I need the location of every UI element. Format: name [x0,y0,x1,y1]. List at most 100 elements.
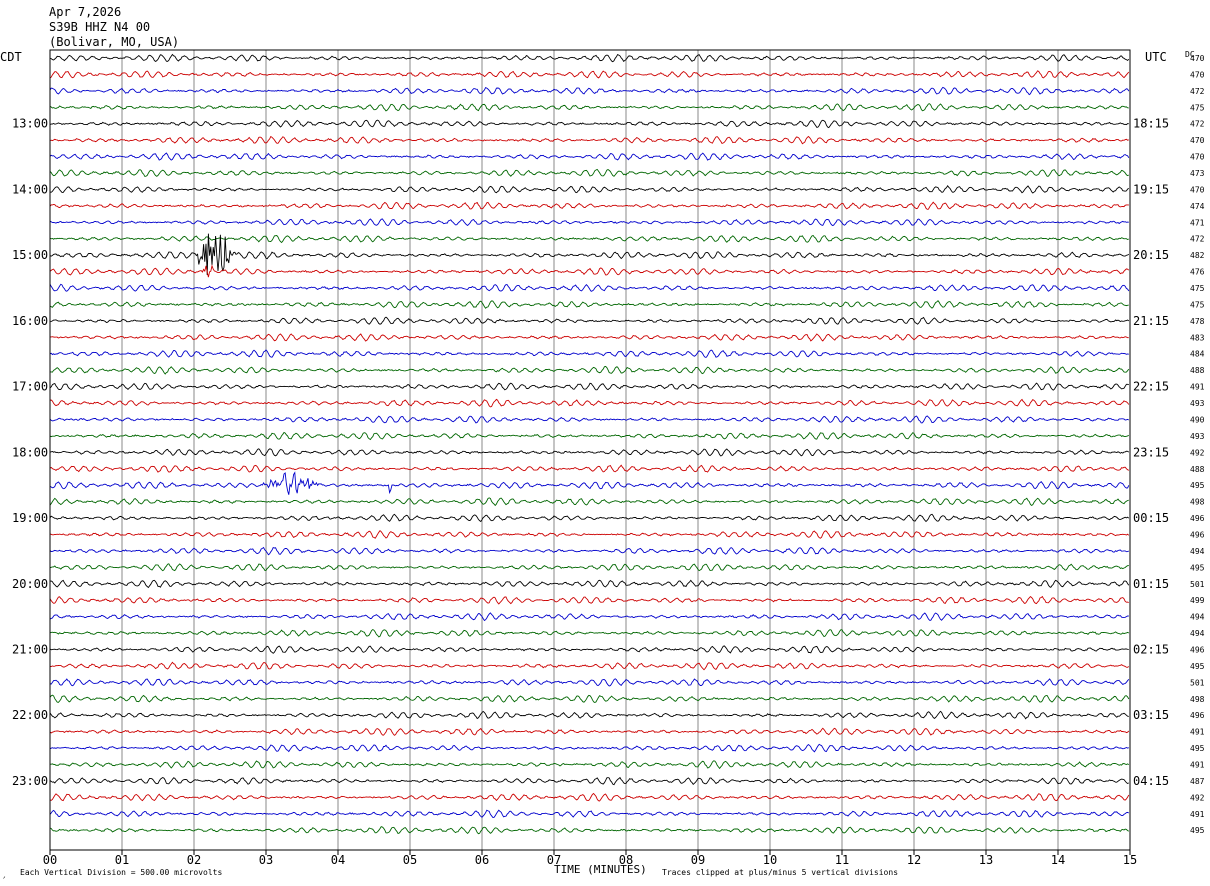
left-time-label: 21:00 [12,642,48,656]
trace-line [49,612,1129,622]
dc-offset-labels: 470 470 472 475 472 470 470 473 470 474 471 472 482 4… [1190,54,1205,835]
dc-offset-label: 472 [1190,120,1205,129]
dc-offset-label: 475 [1190,103,1205,112]
trace-line [49,70,1130,79]
left-time-label: 23:00 [12,774,48,788]
trace-line [49,678,1130,687]
trace-line [49,168,1130,177]
trace-line [49,333,1129,342]
dc-offset-label: 494 [1190,613,1205,622]
trace-line [49,316,1130,325]
dc-offset-label: 475 [1190,284,1205,293]
plot-frame [49,49,1131,851]
dc-offset-label: 498 [1190,695,1205,704]
dc-offset-label: 471 [1190,218,1205,227]
dc-offset-label: 484 [1190,350,1205,359]
dc-label: DC [1185,50,1195,59]
corner-mark: ◞ [2,872,6,880]
right-time-label: 19:15 [1133,182,1169,196]
dc-offset-label: 482 [1190,251,1205,260]
dc-offset-label: 496 [1190,711,1205,720]
trace-line [49,382,1129,391]
trace-line [49,218,1129,226]
dc-offset-label: 492 [1190,793,1205,802]
trace-line [50,760,1130,770]
trace-line [49,661,1130,671]
dc-offset-label: 475 [1190,300,1205,309]
trace-line [49,53,1130,63]
dc-offset-label: 492 [1190,448,1205,457]
right-time-label: 20:15 [1133,248,1169,262]
x-tick-label: 04 [331,853,345,867]
x-tick-label: 11 [835,853,849,867]
trace-line [49,135,1129,145]
dc-offset-label: 490 [1190,415,1205,424]
trace-line [49,513,1130,523]
dc-offset-label: 488 [1190,366,1205,375]
scale-note: Each Vertical Division = 500.00 microvol… [20,868,222,877]
dc-offset-label: 470 [1190,185,1205,194]
left-time-label: 16:00 [12,314,48,328]
dc-offset-label: 501 [1190,580,1205,589]
trace-line [49,398,1130,408]
right-time-label: 00:15 [1133,511,1169,525]
header-date: Apr 7,2026 [49,5,121,19]
left-time-label: 19:00 [12,511,48,525]
trace-line [49,645,1129,654]
trace-line [49,727,1130,736]
trace-line [49,710,1129,720]
x-tick-label: 06 [475,853,489,867]
dc-offset-label: 470 [1190,153,1205,162]
right-time-label: 04:15 [1133,774,1169,788]
dc-offset-label: 491 [1190,728,1205,737]
x-tick-label: 02 [187,853,201,867]
trace-line [49,152,1130,161]
right-timezone: UTC [1145,50,1167,64]
right-time-label: 22:15 [1133,380,1169,394]
x-tick-label: 12 [907,853,921,867]
trace-line [49,86,1130,96]
dc-offset-label: 498 [1190,498,1205,507]
dc-offset-label: 496 [1190,530,1205,539]
x-tick-label: 08 [619,853,633,867]
trace-line [49,628,1129,638]
trace-line [49,283,1130,292]
trace-line [49,233,1130,276]
left-time-label: 18:00 [12,445,48,459]
grid-lines [49,50,1131,850]
dc-offset-label: 472 [1190,235,1205,244]
dc-offset-label: 491 [1190,760,1205,769]
dc-offset-label: 493 [1190,399,1205,408]
trace-line [49,103,1129,112]
dc-offset-label: 483 [1190,333,1205,342]
trace-line [49,809,1130,818]
dc-offset-label: 495 [1190,563,1205,572]
left-time-labels: 13:00 14:00 15:00 16:00 17:00 18:00 19:00 20:00… [12,117,48,788]
dc-offset-label: 501 [1190,678,1205,687]
x-axis-label: TIME (MINUTES) [554,863,647,876]
plot-border [49,49,1131,851]
trace-line [49,415,1130,424]
x-tick-label: 01 [115,853,129,867]
trace-line [49,497,1129,507]
clip-note: Traces clipped at plus/minus 5 vertical … [662,868,898,877]
dc-offset-label: 478 [1190,317,1205,326]
dc-offset-label: 491 [1190,810,1205,819]
trace-line [49,546,1129,556]
dc-offset-label: 488 [1190,465,1205,474]
x-tick-label: 15 [1123,853,1137,867]
dc-offset-label: 495 [1190,481,1205,490]
dc-offset-label: 495 [1190,662,1205,671]
left-timezone: CDT [0,50,22,64]
header-station: S39B HHZ N4 00 [49,20,150,34]
x-tick-label: 03 [259,853,273,867]
trace-line [49,743,1129,753]
dc-offset-label: 495 [1190,744,1205,753]
dc-offset-label: 494 [1190,629,1205,638]
trace-line [49,563,1129,572]
dc-offset-label: 470 [1190,136,1205,145]
trace-line [49,234,1129,244]
right-time-label: 21:15 [1133,314,1169,328]
left-time-label: 15:00 [12,248,48,262]
